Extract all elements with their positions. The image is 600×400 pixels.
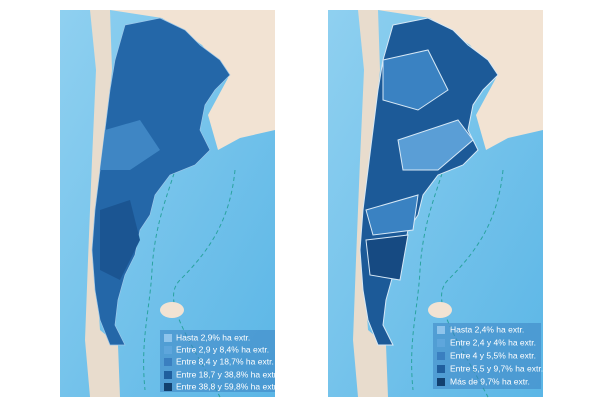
legend-label: Entre 2,4 y 4% ha extr. [450, 337, 536, 347]
map-right [327, 9, 544, 398]
legend-label: Entre 4 y 5,5% ha extr. [450, 350, 536, 360]
legend-label: Más de 9,7% ha extr. [450, 376, 530, 386]
legend-label: Entre 5,5 y 9,7% ha extr. [450, 363, 543, 373]
legend-label: Entre 8,4 y 18,7% ha extr. [176, 356, 274, 366]
legend-label: Entre 2,9 y 8,4% ha extr. [176, 344, 269, 354]
legend-right: Hasta 2,4% ha extr. Entre 2,4 y 4% ha ex… [433, 323, 543, 389]
map-left [59, 9, 276, 398]
legend-label: Entre 38,8 y 59,8% ha extr. [176, 381, 279, 391]
legend-label: Hasta 2,4% ha extr. [450, 324, 524, 334]
legend-label: Hasta 2,9% ha extr. [176, 332, 250, 342]
legend-label: Entre 18,7 y 38,8% ha extr. [176, 369, 279, 379]
legend-left: Hasta 2,9% ha extr. Entre 2,9 y 8,4% ha … [160, 330, 279, 392]
